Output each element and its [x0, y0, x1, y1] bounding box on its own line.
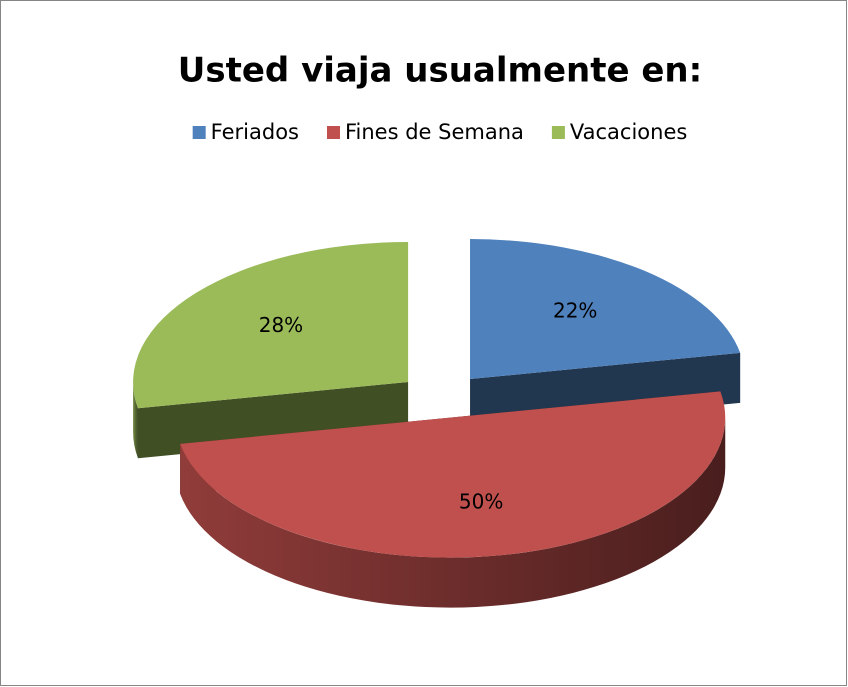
chart-title: Usted viaja usualmente en: — [178, 51, 702, 91]
slice — [470, 239, 741, 380]
legend: Feriados Fines de Semana Vacaciones — [192, 120, 687, 144]
legend-label: Feriados — [211, 120, 299, 144]
slice-side — [137, 381, 409, 459]
legend-swatch — [326, 126, 340, 139]
slice-wall — [180, 417, 726, 608]
slice — [180, 391, 726, 558]
legend-swatch — [192, 126, 206, 139]
data-label: 50% — [459, 489, 503, 513]
data-label: 22% — [553, 299, 597, 323]
slice-wall — [133, 381, 138, 459]
slice — [133, 241, 409, 409]
legend-swatch — [551, 126, 565, 139]
pie: 22% 50% 28% — [133, 239, 741, 608]
data-label: 28% — [259, 313, 303, 337]
legend-label: Fines de Semana — [345, 120, 524, 144]
legend-label: Vacaciones — [570, 120, 687, 144]
